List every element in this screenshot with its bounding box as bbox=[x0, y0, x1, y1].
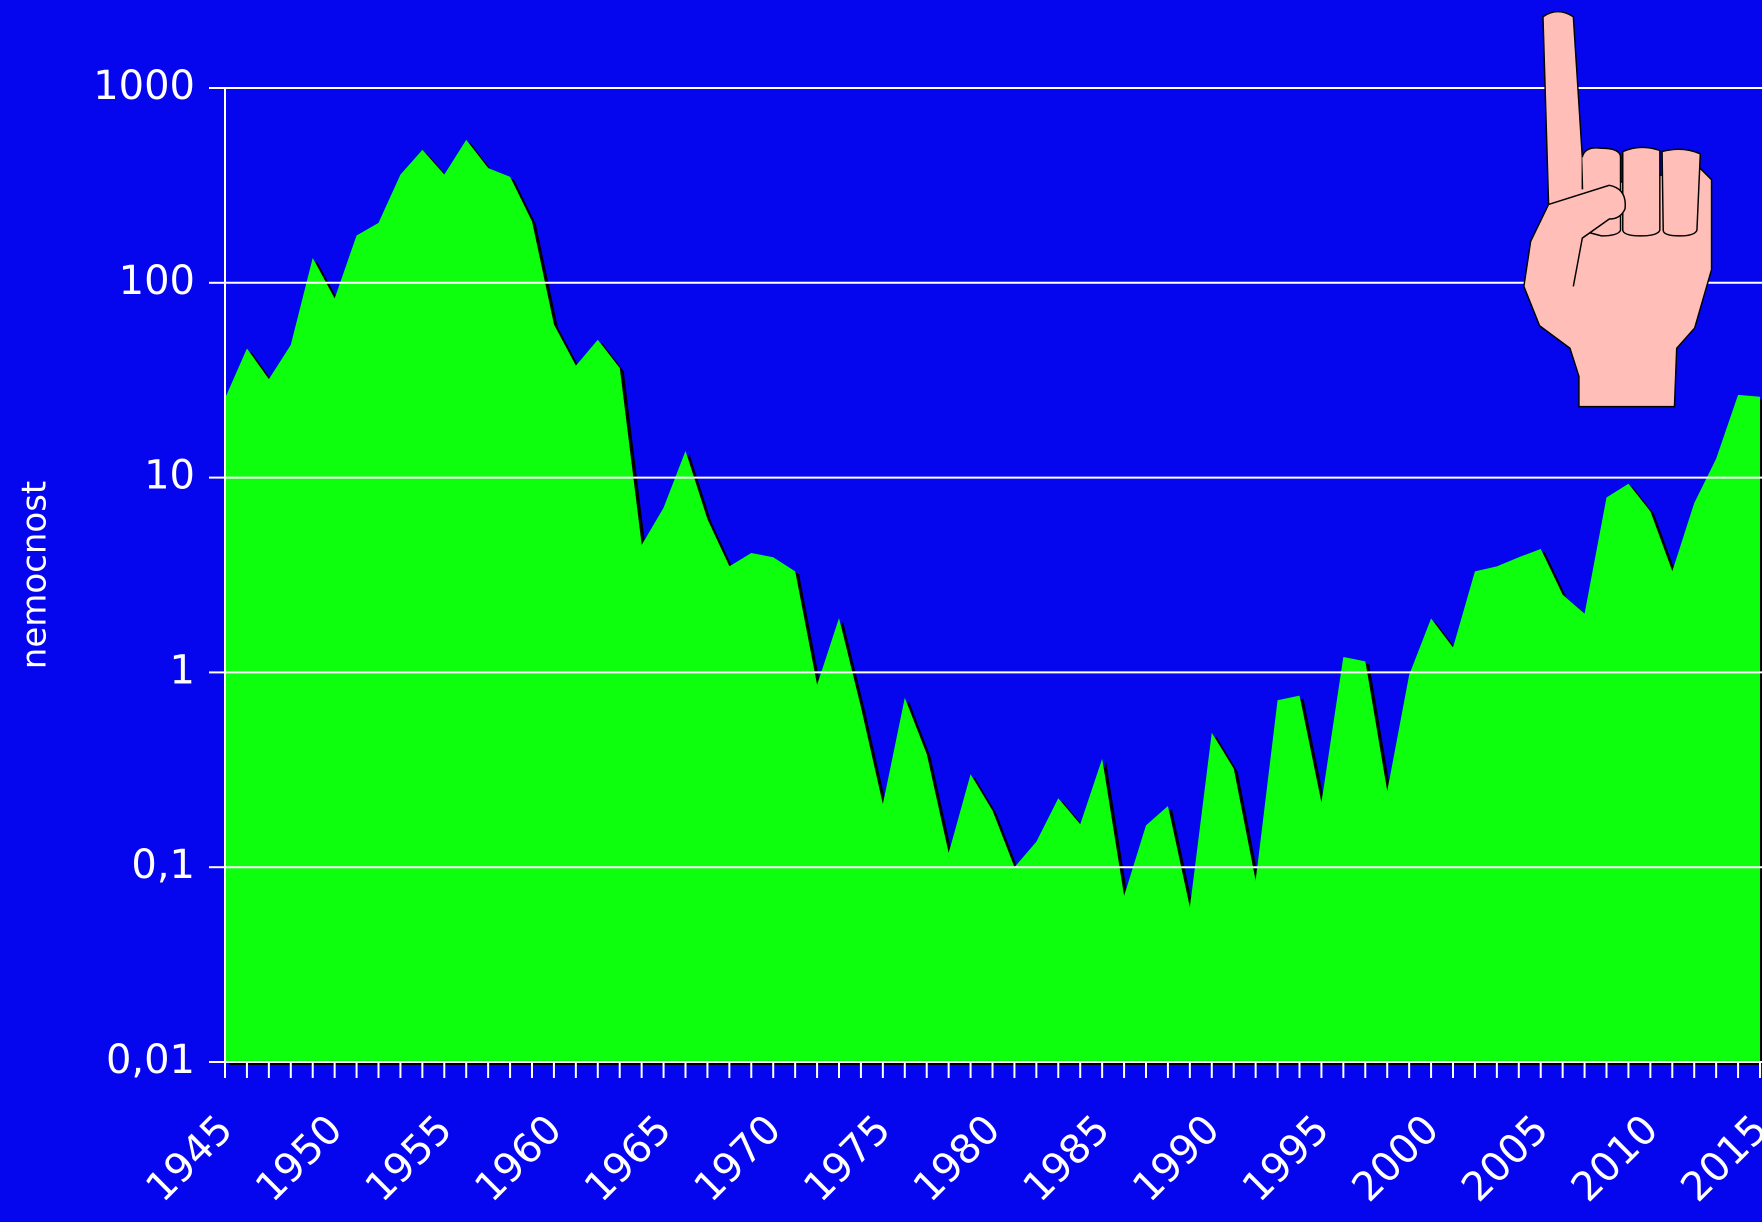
y-tick-label: 1 bbox=[170, 647, 195, 693]
y-tick-label: 1000 bbox=[93, 63, 195, 109]
y-tick-label: 100 bbox=[119, 258, 195, 304]
y-tick-label: 0,01 bbox=[106, 1037, 195, 1083]
y-tick-label: 0,1 bbox=[131, 842, 195, 888]
area bbox=[225, 139, 1760, 1062]
y-tick-label: 10 bbox=[144, 453, 195, 499]
hand-illustration bbox=[1523, 10, 1713, 408]
y-axis-label: nemocnost bbox=[15, 481, 55, 669]
